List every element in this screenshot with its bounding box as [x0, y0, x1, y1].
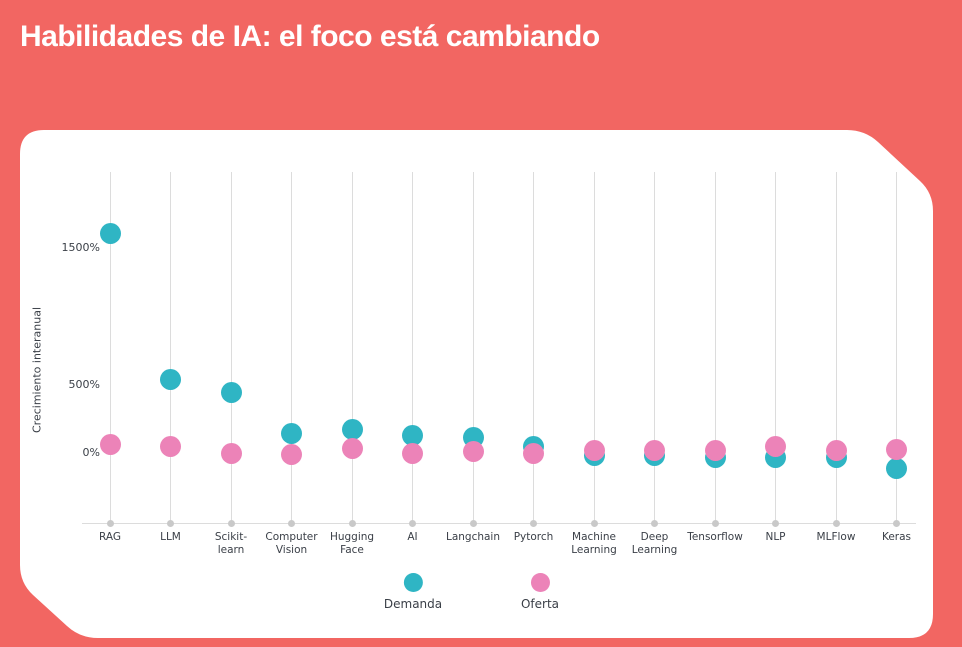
axis-tick-dot [832, 519, 840, 527]
legend-dot-demanda [403, 573, 423, 592]
axis-tick-dot [167, 519, 174, 527]
page-title: Habilidades de IA: el foco está cambiand… [20, 20, 600, 53]
category-grid-line [472, 172, 474, 523]
data-point-oferta [462, 441, 484, 463]
category-label: Computer Vision [244, 531, 340, 557]
category-label-line: Tensorflow [687, 531, 743, 543]
category-label-line: Scikit- [214, 531, 248, 543]
category-label-line: learn [217, 544, 245, 556]
data-point-demanda [281, 422, 302, 444]
category-label-line: Hugging [329, 531, 375, 543]
card-background-shape [20, 130, 933, 638]
category-grid-line [654, 172, 655, 523]
category-label-line: Face [340, 544, 364, 556]
axis-tick-dot [530, 519, 537, 527]
category-label: Hugging Face [304, 531, 400, 557]
category-label-line: Machine [572, 531, 616, 543]
data-point-oferta [220, 442, 242, 464]
category-grid-line [775, 172, 776, 523]
axis-tick-dot [469, 519, 477, 527]
axis-tick-dot [409, 519, 416, 527]
axis-tick-dot [227, 519, 235, 527]
data-point-oferta [160, 435, 181, 457]
data-point-oferta [825, 439, 847, 461]
data-point-oferta [765, 436, 786, 458]
axis-tick-dot [288, 519, 295, 527]
category-label-line: Computer [265, 531, 318, 543]
legend-item-oferta: Oferta [521, 573, 559, 611]
axis-tick-dot [348, 519, 356, 527]
category-grid-line [109, 172, 111, 523]
category-label: Pytorch [486, 531, 582, 544]
data-point-oferta [886, 439, 907, 461]
data-point-demanda [886, 458, 907, 480]
category-label: Deep Learning [607, 531, 703, 557]
category-label: Scikit-learn [183, 531, 279, 557]
data-point-oferta [99, 434, 121, 456]
y-tick-label: 500% [68, 377, 100, 391]
legend-item-demanda: Demanda [384, 573, 442, 611]
data-point-demanda [220, 382, 242, 404]
category-label-line: Deep [640, 531, 669, 543]
category-label-line: Learning [571, 544, 617, 556]
category-label: Keras [849, 531, 945, 544]
category-grid-line [291, 172, 292, 523]
category-label: NLP [728, 531, 824, 544]
category-label: RAG [62, 531, 158, 544]
data-point-demanda [99, 223, 121, 245]
category-grid-line [835, 172, 837, 523]
axis-tick-dot [651, 519, 658, 527]
category-label: Tensorflow [667, 531, 763, 544]
category-label-line: LLM [160, 531, 181, 543]
legend-label-oferta: Oferta [520, 597, 560, 611]
category-grid-line [351, 172, 353, 523]
data-point-demanda [341, 419, 363, 441]
data-point-oferta [281, 443, 302, 465]
category-label-line: Keras [881, 531, 912, 543]
category-label: LLM [123, 531, 219, 544]
category-grid-line [896, 172, 897, 523]
axis-tick-dot [711, 519, 719, 527]
data-point-oferta [341, 438, 363, 460]
category-grid-line [593, 172, 595, 523]
legend-dot-oferta [530, 573, 550, 592]
category-label: AI [365, 531, 461, 544]
category-label-line: Langchain [445, 531, 501, 543]
data-point-oferta [402, 442, 423, 464]
y-tick-label: 1500% [61, 240, 100, 254]
scatter-chart: Crecimiento interanual RAG LLM Scikit-lear… [20, 130, 933, 638]
category-grid-line [412, 172, 413, 523]
category-label: Langchain [425, 531, 521, 544]
axis-tick-dot [590, 519, 598, 527]
data-point-demanda [402, 425, 423, 447]
chart-card: Crecimiento interanual RAG LLM Scikit-lear… [20, 130, 933, 638]
data-point-oferta [704, 439, 726, 461]
category-label-line: Pytorch [513, 531, 554, 543]
y-axis-title: Crecimiento interanual [30, 307, 44, 433]
legend-label-demanda: Demanda [383, 597, 443, 611]
category-grid-line [533, 172, 534, 523]
category-grid-line [230, 172, 232, 523]
category-label: Machine Learning [546, 531, 642, 557]
category-grid-line [170, 172, 171, 523]
data-point-oferta [523, 442, 544, 464]
category-label-line: NLP [765, 531, 786, 543]
x-axis-line [82, 523, 916, 524]
axis-tick-dot [893, 519, 900, 527]
data-point-oferta [644, 439, 665, 461]
data-point-oferta [583, 440, 605, 462]
category-label-line: MLFlow [816, 531, 856, 543]
category-label-line: Learning [631, 544, 678, 556]
data-point-demanda [160, 368, 181, 390]
y-tick-label: 0% [82, 446, 100, 459]
category-label: MLFlow [788, 531, 884, 544]
category-label-line: AI [407, 531, 418, 543]
category-label-line: Vision [275, 544, 308, 556]
axis-tick-dot [772, 519, 779, 527]
category-grid-line [714, 172, 716, 523]
axis-tick-dot [106, 519, 114, 527]
category-label-line: RAG [98, 531, 121, 543]
